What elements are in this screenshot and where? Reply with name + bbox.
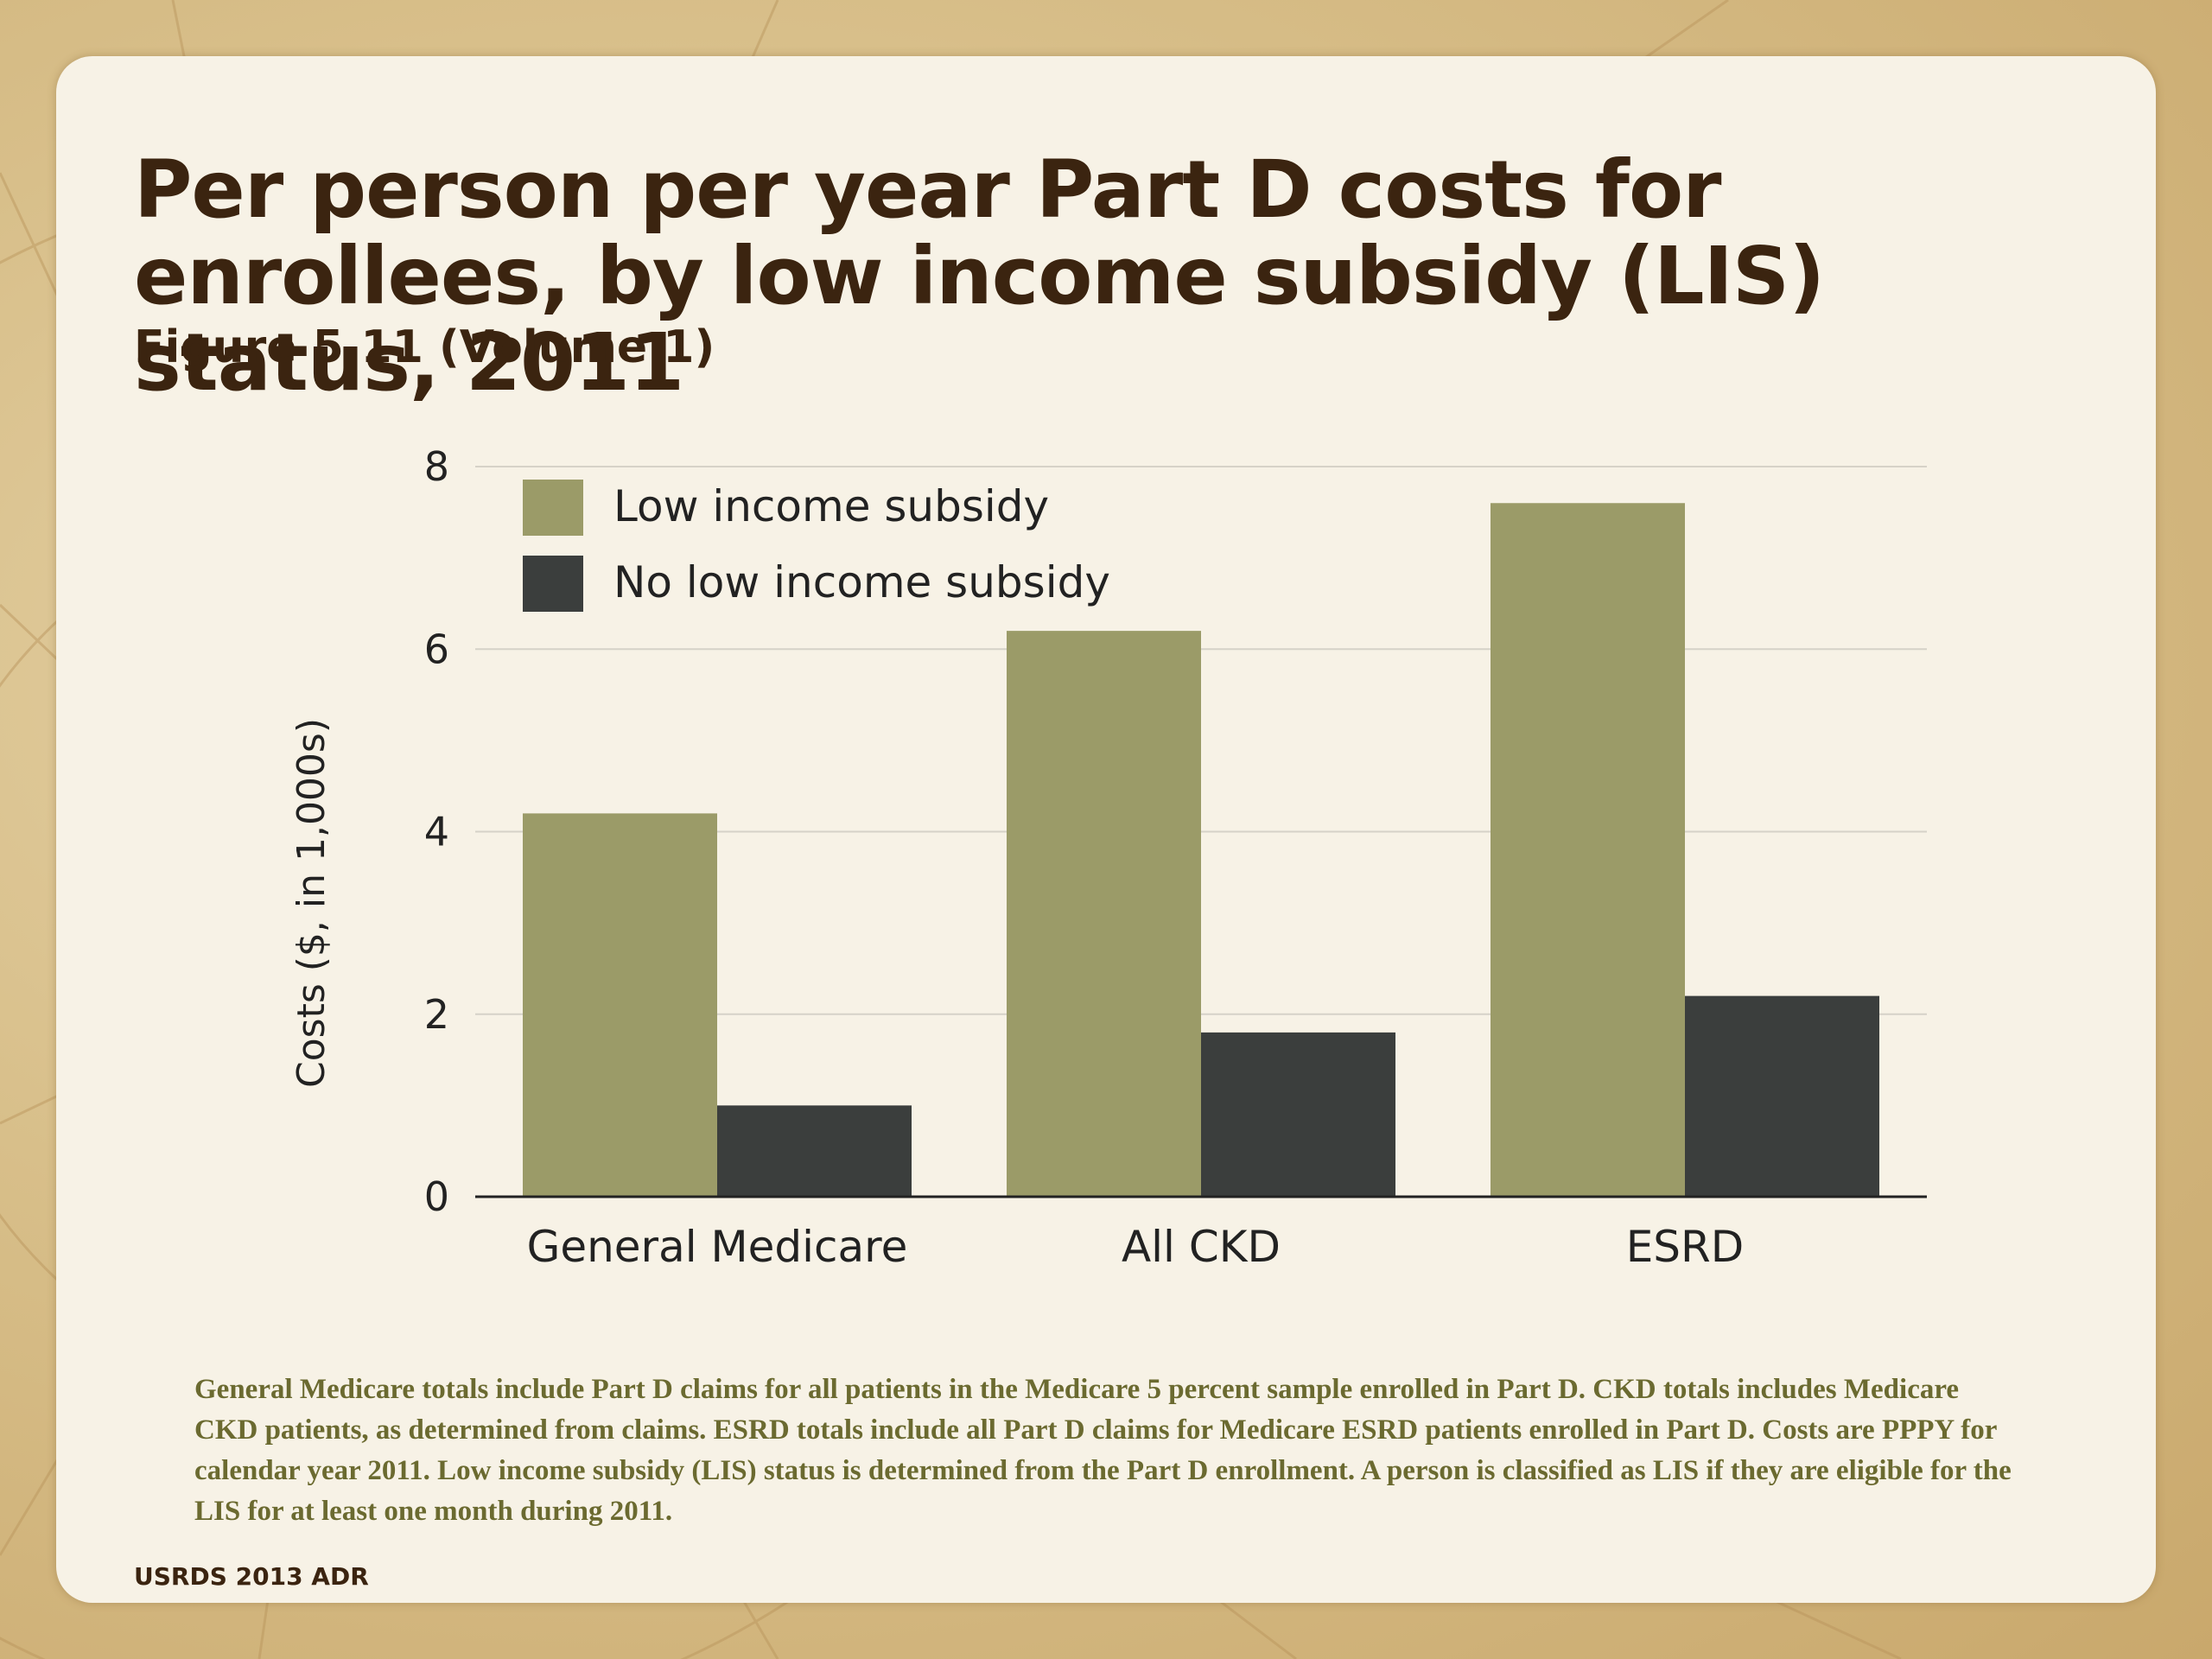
figure-number: Figure 5.11 (Volume 1) — [134, 321, 715, 373]
y-tick-label: 0 — [424, 1173, 449, 1220]
tick-labels: 0 2 4 6 8 General Medicare All CKD ESRD — [424, 443, 1745, 1272]
y-tick-label: 6 — [424, 626, 449, 672]
bar-chart: 0 2 4 6 8 General Medicare All CKD ESRD Low inc… — [289, 443, 1927, 1272]
x-tick-label: All CKD — [1122, 1222, 1281, 1272]
x-tick-label: General Medicare — [527, 1222, 908, 1272]
y-axis-label: Costs ($, in 1,000s) — [289, 718, 334, 1088]
bar-lis-esrd — [1491, 503, 1685, 1197]
x-tick-label: ESRD — [1626, 1222, 1745, 1272]
y-tick-label: 8 — [424, 443, 449, 490]
legend-swatch-no-lis — [523, 556, 583, 612]
legend-label-lis: Low income subsidy — [613, 481, 1049, 531]
bars — [523, 503, 1879, 1197]
y-tick-label: 2 — [424, 991, 449, 1038]
footnote: General Medicare totals include Part D c… — [194, 1374, 2012, 1527]
legend-label-no-lis: No low income subsidy — [613, 557, 1110, 607]
bar-lis-general-medicare — [523, 813, 717, 1197]
source-label: USRDS 2013 ADR — [134, 1562, 369, 1591]
legend: Low income subsidy No low income subsidy — [523, 480, 1110, 612]
bar-no-lis-esrd — [1685, 995, 1879, 1197]
bar-no-lis-general-medicare — [717, 1105, 912, 1197]
bar-lis-all-ckd — [1007, 631, 1201, 1197]
y-tick-label: 4 — [424, 809, 449, 855]
slide-title: Per person per year Part D costs for enr… — [134, 143, 1825, 409]
legend-swatch-lis — [523, 480, 583, 536]
bar-no-lis-all-ckd — [1201, 1032, 1395, 1197]
